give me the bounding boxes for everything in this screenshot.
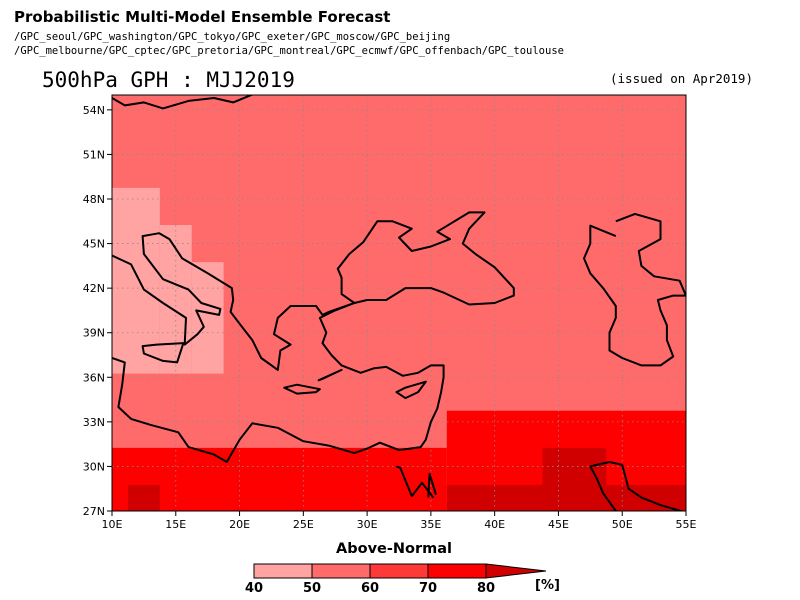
coastline-6 <box>583 212 686 367</box>
lon-tick-label: 50E <box>612 518 633 531</box>
lat-tick-label: 27N <box>83 505 105 518</box>
map-frame <box>111 94 687 512</box>
coastline-5 <box>589 465 617 511</box>
coastline-3 <box>427 472 437 498</box>
colorbar-label: 80 <box>477 581 495 596</box>
coastline-2 <box>396 465 435 499</box>
lat-tick-label: 36N <box>83 371 105 384</box>
island-0 <box>141 342 185 364</box>
coastline-4 <box>590 461 685 511</box>
colorbar-segment-40-50 <box>253 563 313 579</box>
region-40-50-2 <box>191 262 224 374</box>
colorbar-label: 60 <box>361 581 379 596</box>
colorbar-title: Above-Normal <box>336 541 452 557</box>
lat-tick-label: 54N <box>83 104 105 117</box>
lat-tick-label: 45N <box>83 238 105 251</box>
lat-tick-label: 51N <box>83 148 105 161</box>
lat-tick-label: 42N <box>83 282 105 295</box>
coastlines <box>112 95 686 511</box>
region-80+-6 <box>446 485 686 511</box>
coastline-1 <box>112 211 515 463</box>
lon-tick-label: 15E <box>165 518 186 531</box>
colorbar-segment-70-80 <box>427 563 487 579</box>
island-2 <box>283 383 321 395</box>
coastline-0 <box>112 95 254 110</box>
colorbar-unit: [%] <box>535 578 560 593</box>
gridlines <box>112 95 686 511</box>
model-list-line-1: /GPC_seoul/GPC_washington/GPC_tokyo/GPC_… <box>14 31 451 43</box>
map-title: Probabilistic Multi-Model Ensemble Forec… <box>14 8 391 26</box>
colorbar-segment-60-70 <box>369 563 429 579</box>
lon-tick-label: 20E <box>229 518 250 531</box>
field-label: 500hPa GPH : MJJ2019 <box>42 68 295 92</box>
lat-tick-label: 33N <box>83 416 105 429</box>
region-40-50-0 <box>112 187 160 374</box>
colorbar-label: 70 <box>419 581 437 596</box>
lon-tick-label: 55E <box>676 518 697 531</box>
lat-tick-label: 48N <box>83 193 105 206</box>
region-80+-5 <box>127 485 160 511</box>
colorbar-label: 40 <box>245 581 263 596</box>
map-axes: 10E 15E 20E 25E 30E 35E 40E 45E 50E 55E 27N 30N 33N 3… <box>83 104 697 531</box>
colorbar-label: 50 <box>303 581 321 596</box>
region-70-80-3 <box>112 447 447 511</box>
colorbar: 40 50 60 70 80 <box>245 563 547 596</box>
lon-tick-label: 30E <box>357 518 378 531</box>
colorbar-arrow-80+ <box>485 563 547 579</box>
lon-tick-label: 25E <box>293 518 314 531</box>
lon-tick-label: 35E <box>420 518 441 531</box>
island-4 <box>317 368 343 382</box>
colorbar-segment-50-60 <box>311 563 371 579</box>
island-3 <box>395 380 427 400</box>
lat-tick-label: 30N <box>83 460 105 473</box>
lon-tick-label: 45E <box>548 518 569 531</box>
lon-tick-label: 10E <box>102 518 123 531</box>
lat-tick-label: 39N <box>83 327 105 340</box>
issue-date: (issued on Apr2019) <box>610 71 753 86</box>
model-list-line-2: /GPC_melbourne/GPC_cptec/GPC_pretoria/GP… <box>14 45 564 57</box>
probability-fill <box>112 95 686 511</box>
lon-tick-label: 40E <box>484 518 505 531</box>
